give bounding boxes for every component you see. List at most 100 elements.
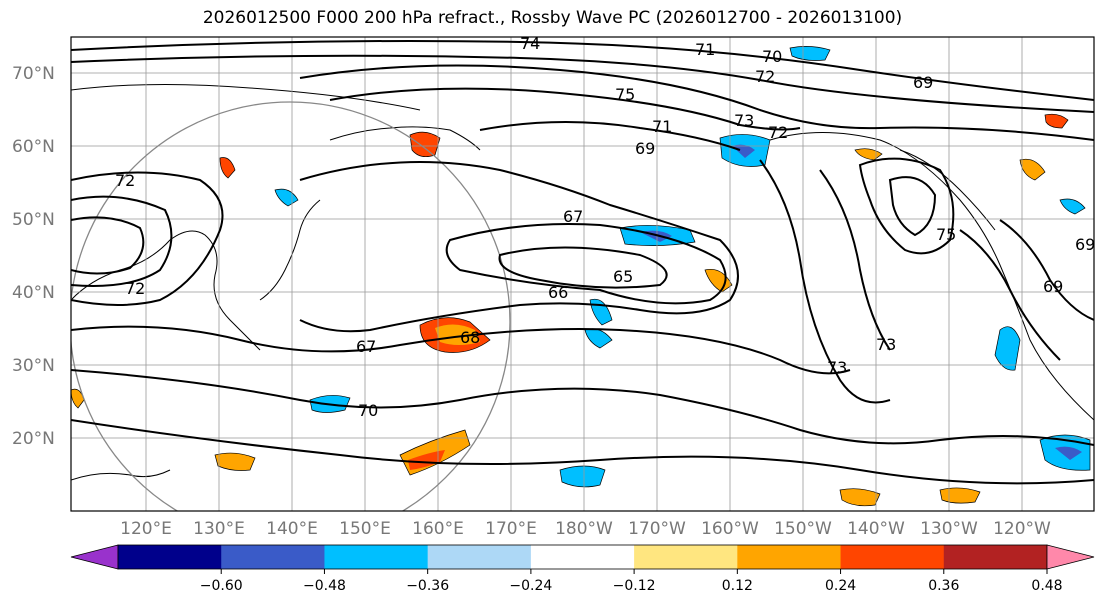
contour-line [498, 246, 668, 289]
lon-tick-label: 140°E [266, 519, 318, 539]
colorbar-segment [530, 545, 635, 569]
colorbar-extend-max [1046, 544, 1095, 570]
anomaly-patch-positive [435, 324, 480, 345]
anomaly-patches [71, 46, 1091, 507]
colorbar-tick-label: −0.60 [200, 578, 243, 594]
colorbar-tick-label: −0.48 [303, 578, 346, 594]
lat-tick-label: 60°N [12, 137, 55, 157]
contour-label: 69 [913, 73, 933, 92]
colorbar-segment [221, 545, 325, 569]
contour-label: 67 [356, 337, 376, 356]
contour-label: 72 [768, 123, 788, 142]
colorbar-segment [118, 545, 222, 569]
contour-labels: 74 71 70 72 75 71 73 72 69 69 67 65 66 6… [115, 34, 1095, 420]
contour-line [999, 219, 1094, 321]
contour-label: 71 [695, 40, 715, 59]
anomaly-patch-negative [732, 144, 755, 158]
lat-tick-label: 70°N [12, 64, 55, 84]
lat-tick-label: 50°N [12, 210, 55, 230]
contour-line [299, 161, 739, 333]
contour-line [858, 157, 955, 255]
anomaly-patch-negative [1059, 198, 1086, 215]
contour-label: 69 [1043, 277, 1063, 296]
contour-line [71, 40, 1094, 101]
anomaly-patch-positive [408, 450, 445, 470]
refractivity-contours [71, 40, 1094, 485]
anomaly-patch-positive [854, 148, 883, 161]
contour-label: 70 [762, 47, 782, 66]
contour-line [71, 54, 1094, 113]
contour-label: 66 [548, 283, 568, 302]
anomaly-patch-positive [704, 269, 733, 293]
latitude-axis: 70°N 60°N 50°N 40°N 30°N 20°N [12, 64, 55, 449]
anomaly-patch-positive [71, 388, 85, 409]
contour-line [479, 120, 741, 151]
lon-tick-label: 130°E [193, 519, 245, 539]
contour-label: 73 [876, 335, 896, 354]
contour-line [445, 223, 727, 305]
lon-tick-label: 130°W [920, 519, 978, 539]
contour-line [329, 87, 801, 131]
contour-line [71, 419, 1094, 485]
colorbar-tick-label: 0.12 [722, 578, 753, 594]
contour-line [71, 325, 851, 375]
contour-line [959, 229, 1061, 361]
coastline-alaska [899, 149, 996, 231]
coastline-japan [259, 199, 321, 301]
coastline-north-america [769, 132, 1094, 421]
anomaly-patch-positive [939, 487, 981, 504]
contour-label: 74 [520, 34, 540, 53]
colorbar: −0.60 −0.48 −0.36 −0.24 −0.12 0.12 0.24 0.36 0.4… [70, 544, 1095, 594]
anomaly-patch-positive [1044, 113, 1069, 129]
colorbar-segment [324, 545, 429, 569]
colorbar-tick-label: 0.48 [1031, 578, 1062, 594]
contour-line [71, 216, 145, 275]
colorbar-tick-label: −0.36 [406, 578, 449, 594]
colorbar-extend-min [70, 544, 119, 570]
contour-line [71, 195, 173, 287]
gridlines [71, 37, 1094, 511]
contour-line [71, 369, 1094, 446]
colorbar-tick-label: 0.36 [928, 578, 959, 594]
anomaly-patch-negative [589, 298, 613, 326]
contour-label: 75 [615, 85, 635, 104]
contour-label: 71 [652, 117, 672, 136]
contour-label: 69 [635, 139, 655, 158]
contour-label: 72 [125, 279, 145, 298]
lon-tick-label: 120°W [993, 519, 1051, 539]
anomaly-patch-positive [409, 131, 441, 157]
coastline-kamchatka [329, 126, 481, 151]
lon-tick-label: 150°E [339, 519, 391, 539]
contour-label: 70 [358, 401, 378, 420]
lat-tick-label: 40°N [12, 283, 55, 303]
contour-line [819, 169, 891, 351]
colorbar-segment [634, 545, 738, 569]
map-frame [70, 36, 1095, 512]
colorbar-segment [943, 545, 1048, 569]
anomaly-patch-positive [214, 452, 256, 471]
contour-label: 75 [936, 225, 956, 244]
lat-tick-label: 20°N [12, 429, 55, 449]
contour-label: 73 [734, 111, 754, 130]
longitude-axis: 120°E 130°E 140°E 150°E 160°E 170°E 180°… [120, 519, 1051, 539]
colorbar-segment [737, 545, 842, 569]
contour-label: 65 [613, 267, 633, 286]
contour-label: 72 [755, 67, 775, 86]
lon-tick-label: 160°E [412, 519, 464, 539]
anomaly-patch-negative [559, 465, 606, 488]
coastline-philippines [71, 469, 171, 481]
contour-label: 67 [563, 207, 583, 226]
map-area [71, 37, 1094, 511]
contour-line [71, 171, 224, 306]
lon-tick-label: 140°W [847, 519, 905, 539]
anomaly-patch-negative [1055, 446, 1082, 460]
contour-line [299, 64, 1094, 141]
contour-line [759, 159, 891, 404]
anomaly-patch-positive [839, 488, 881, 507]
range-circle [71, 101, 511, 511]
colorbar-tick-label: −0.24 [509, 578, 552, 594]
colorbar-segment [427, 545, 532, 569]
contour-label: 69 [1075, 235, 1095, 254]
lat-tick-label: 30°N [12, 356, 55, 376]
